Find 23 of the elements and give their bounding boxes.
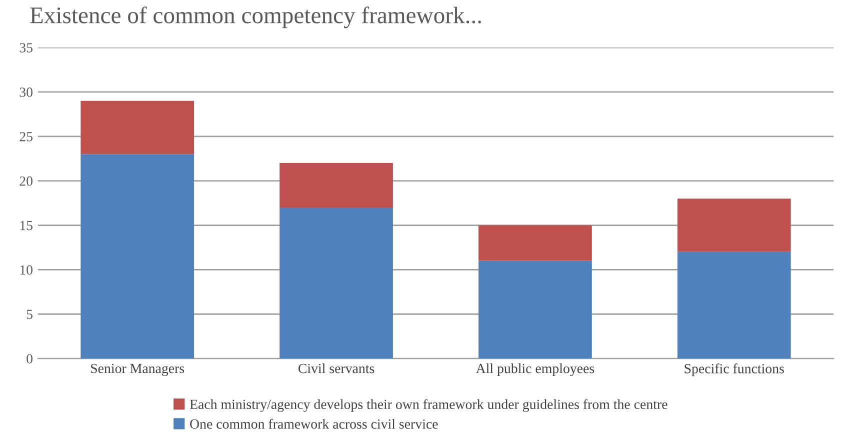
y-tick-label: 20 [20, 176, 32, 186]
bar [677, 198, 791, 252]
bar [280, 207, 393, 359]
y-tick-label: 0 [26, 354, 32, 364]
x-tick-label: Civil servants [298, 363, 374, 374]
x-tick-label: All public employees [476, 363, 594, 376]
bar [478, 225, 592, 261]
bar [478, 260, 592, 359]
bar [280, 163, 393, 208]
y-tick-label: 25 [20, 132, 32, 142]
bar [80, 100, 194, 154]
x-tick-label: Specific functions [684, 363, 784, 376]
legend-label: Each ministry/agency develops their own framework under guidelines from the centre [190, 399, 668, 412]
chart-title: Existence of common competency framework... [30, 6, 481, 28]
y-tick-label: 10 [20, 265, 32, 275]
bar [677, 252, 791, 359]
y-tick-label: 30 [20, 88, 32, 97]
x-tick-label: Senior Managers [91, 364, 184, 376]
y-tick-label: 15 [20, 220, 32, 230]
bar [80, 154, 194, 359]
y-tick-label: 5 [26, 310, 32, 320]
legend-label: One common framework across civil service [190, 418, 438, 429]
y-tick-label: 35 [20, 43, 32, 52]
